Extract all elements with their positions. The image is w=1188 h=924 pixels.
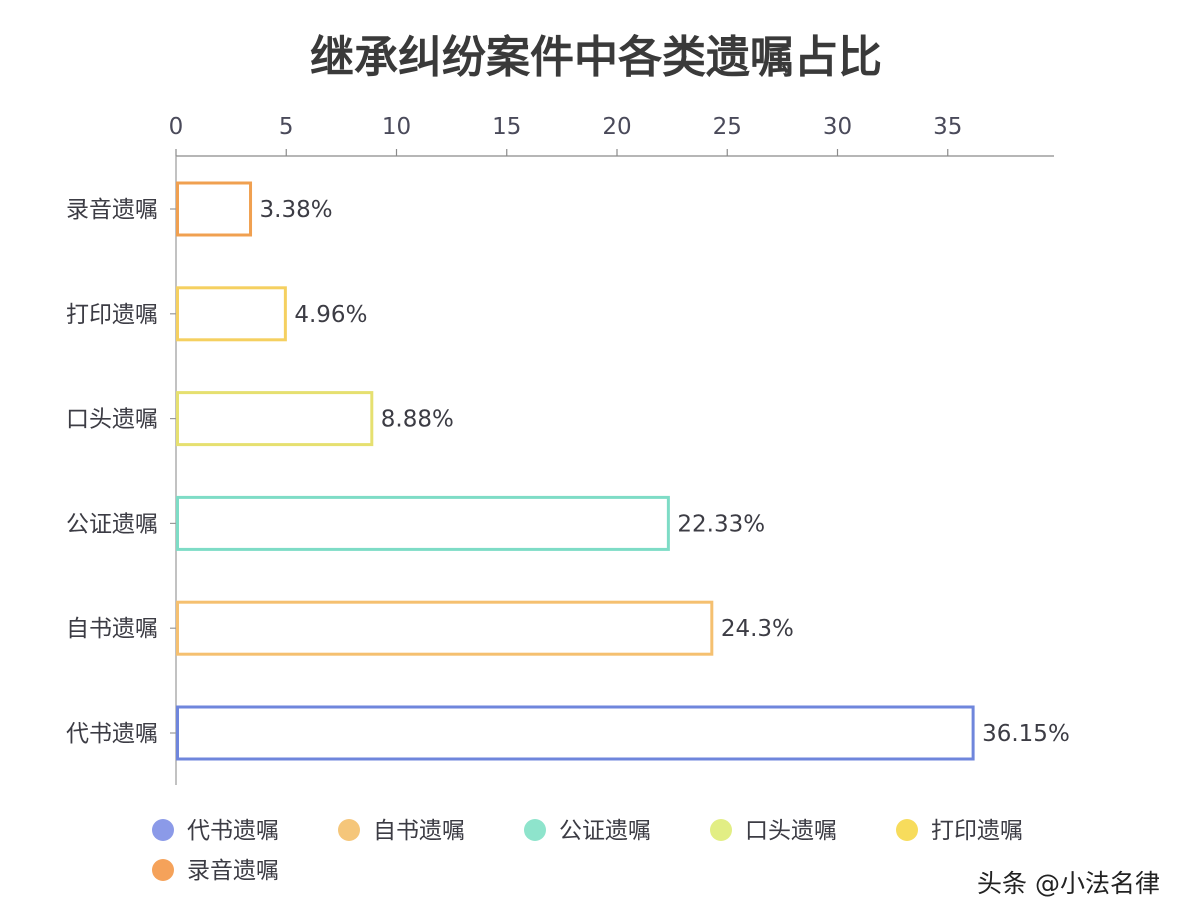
data-label: 8.88% [381,407,454,433]
x-tick-label: 30 [823,114,852,140]
legend-label: 公证遗嘱 [559,818,651,844]
category-label: 录音遗嘱 [66,197,158,223]
bar [176,286,287,342]
category-label: 公证遗嘱 [66,511,158,537]
x-tick-label: 0 [169,114,184,140]
x-tick-label: 25 [713,114,742,140]
bar [176,495,670,551]
category-label: 自书遗嘱 [66,616,158,642]
x-tick-label: 15 [492,114,521,140]
chart-title: 继承纠纷案件中各类遗嘱占比 [310,32,882,83]
legend-item[interactable]: 自书遗嘱 [338,818,465,844]
legend-item[interactable]: 口头遗嘱 [710,818,837,844]
data-label: 36.15% [982,721,1070,747]
legend-marker [710,819,732,841]
bar [176,181,253,237]
bar-row: 录音遗嘱 3.38% [66,181,333,237]
x-tick-label: 10 [382,114,411,140]
legend-marker [896,819,918,841]
legend-label: 代书遗嘱 [187,818,279,844]
bar [176,705,975,761]
bar-row: 代书遗嘱 36.15% [66,705,1070,761]
data-label: 24.3% [721,616,794,642]
x-axis: 0 5 10 15 20 25 30 35 [169,114,1054,785]
category-label: 代书遗嘱 [66,721,158,747]
bar-row: 公证遗嘱 22.33% [66,495,765,551]
legend-marker [152,819,174,841]
data-label: 3.38% [260,197,333,223]
legend-label: 打印遗嘱 [931,818,1023,844]
legend-item[interactable]: 打印遗嘱 [896,818,1023,844]
legend-item[interactable]: 公证遗嘱 [524,818,651,844]
legend-marker [152,859,174,881]
legend-item[interactable]: 录音遗嘱 [152,858,279,884]
data-label: 22.33% [677,511,765,537]
legend-item[interactable]: 代书遗嘱 [152,818,279,844]
category-label: 打印遗嘱 [66,302,158,328]
bar [176,391,374,447]
watermark: 头条 @小法名律 [977,869,1160,898]
legend-label: 口头遗嘱 [745,818,837,844]
bar-row: 自书遗嘱 24.3% [66,600,794,656]
legend-marker [524,819,546,841]
bar [176,600,714,656]
legend-label: 录音遗嘱 [187,858,279,884]
x-tick-label: 5 [279,114,294,140]
bars: 录音遗嘱 3.38% 打印遗嘱 4.96% 口头遗嘱 8.88% 公证遗嘱 22.33% 自书遗… [66,181,1070,761]
category-label: 口头遗嘱 [66,407,158,433]
bar-row: 打印遗嘱 4.96% [66,286,367,342]
x-tick-label: 35 [933,114,962,140]
legend-label: 自书遗嘱 [373,818,465,844]
legend-marker [338,819,360,841]
bar-row: 口头遗嘱 8.88% [66,391,454,447]
x-tick-label: 20 [602,114,631,140]
data-label: 4.96% [294,302,367,328]
